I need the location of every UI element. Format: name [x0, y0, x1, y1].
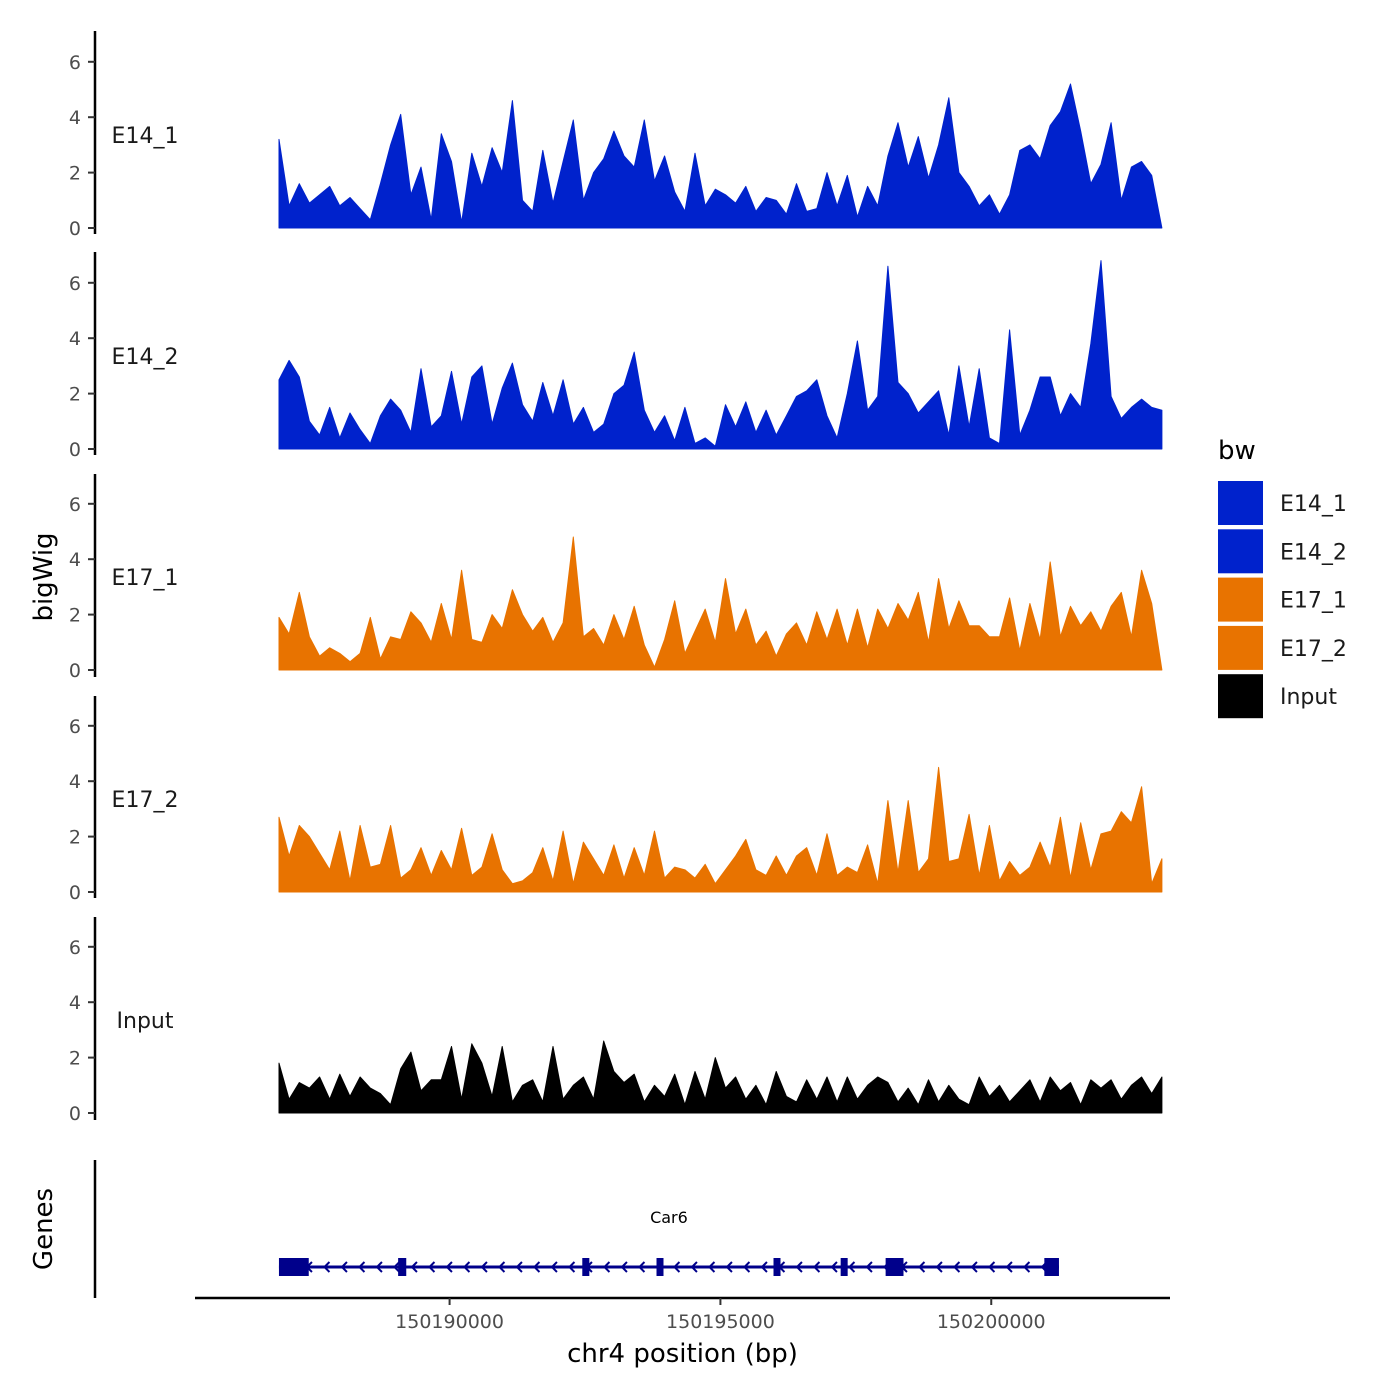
coverage-area-input — [278, 1040, 1163, 1114]
strand-arrow — [638, 1261, 646, 1273]
gene-name-label: Car6 — [650, 1208, 688, 1227]
strand-arrow — [568, 1261, 576, 1273]
y-tick-label: 0 — [69, 660, 81, 682]
strand-arrow — [620, 1261, 628, 1273]
strand-arrow — [410, 1261, 418, 1273]
strand-arrow — [935, 1261, 943, 1273]
y-tick-label: 2 — [69, 827, 81, 849]
strand-arrow — [480, 1261, 488, 1273]
track-label: E17_1 — [112, 566, 179, 591]
strand-arrow — [603, 1261, 611, 1273]
coverage-area-e14-1 — [278, 83, 1163, 229]
strand-arrow — [725, 1261, 733, 1273]
y-tick-label: 4 — [69, 107, 81, 129]
strand-arrow — [848, 1261, 856, 1273]
x-axis-title: chr4 position (bp) — [567, 1339, 798, 1369]
exon — [582, 1258, 590, 1276]
coverage-area-e14-2 — [278, 260, 1163, 450]
legend-title: bw — [1218, 436, 1256, 466]
y-tick-label: 0 — [69, 218, 81, 240]
y-tick-label: 2 — [69, 163, 81, 185]
exon — [398, 1258, 407, 1276]
coverage-area-e17-2 — [278, 766, 1163, 893]
legend-label-input: Input — [1280, 685, 1337, 710]
strand-arrow — [953, 1261, 961, 1273]
y-tick-label: 0 — [69, 882, 81, 904]
strand-arrow — [708, 1261, 716, 1273]
y-tick-label: 4 — [69, 328, 81, 350]
track-label: Input — [117, 1009, 174, 1034]
legend-swatch-e14-2 — [1218, 529, 1263, 574]
y-tick-label: 4 — [69, 549, 81, 571]
strand-arrow — [445, 1261, 453, 1273]
exon — [840, 1258, 848, 1276]
strand-arrow — [865, 1261, 873, 1273]
strand-arrow — [323, 1261, 331, 1273]
strand-arrow — [515, 1261, 523, 1273]
y-tick-label: 0 — [69, 1103, 81, 1125]
y-tick-label: 2 — [69, 1048, 81, 1070]
strand-arrow — [358, 1261, 366, 1273]
track-label: E14_2 — [112, 345, 179, 370]
x-tick-label: 150195000 — [666, 1311, 775, 1333]
strand-arrow — [1005, 1261, 1013, 1273]
strand-arrow — [498, 1261, 506, 1273]
legend-label-e17-2: E17_2 — [1280, 637, 1347, 662]
x-tick-label: 150190000 — [395, 1311, 504, 1333]
y-tick-label: 6 — [69, 52, 81, 74]
y-tick-label: 6 — [69, 937, 81, 959]
exon — [773, 1258, 781, 1276]
strand-arrow — [533, 1261, 541, 1273]
legend-label-e17-1: E17_1 — [1280, 589, 1347, 614]
strand-arrow — [550, 1261, 558, 1273]
y-tick-label: 6 — [69, 716, 81, 738]
y-tick-label: 2 — [69, 384, 81, 406]
legend-label-e14-1: E14_1 — [1280, 492, 1347, 517]
strand-arrow — [918, 1261, 926, 1273]
exon — [885, 1258, 904, 1276]
y-tick-label: 4 — [69, 771, 81, 793]
x-tick-label: 150200000 — [937, 1311, 1046, 1333]
strand-arrow — [673, 1261, 681, 1273]
exon — [656, 1258, 664, 1276]
strand-arrow — [988, 1261, 996, 1273]
track-label: E17_2 — [112, 788, 179, 813]
strand-arrow — [760, 1261, 768, 1273]
legend-label-e14-2: E14_2 — [1280, 540, 1347, 565]
strand-arrow — [690, 1261, 698, 1273]
y-tick-label: 4 — [69, 992, 81, 1014]
strand-arrow — [340, 1261, 348, 1273]
strand-arrow — [375, 1261, 383, 1273]
y-tick-label: 6 — [69, 494, 81, 516]
y-tick-label: 0 — [69, 439, 81, 461]
track-label: E14_1 — [112, 124, 179, 149]
strand-arrow — [463, 1261, 471, 1273]
strand-arrow — [813, 1261, 821, 1273]
legend-swatch-e17-2 — [1218, 625, 1263, 670]
y-tick-label: 2 — [69, 605, 81, 627]
strand-arrow — [393, 1261, 401, 1273]
strand-arrow — [428, 1261, 436, 1273]
strand-arrow — [743, 1261, 751, 1273]
genes-axis-title: Genes — [29, 1188, 59, 1270]
exon — [1044, 1258, 1059, 1276]
exon — [278, 1258, 309, 1276]
strand-arrow — [1023, 1261, 1031, 1273]
strand-arrow — [970, 1261, 978, 1273]
legend-swatch-e17-1 — [1218, 577, 1263, 622]
legend-swatch-input — [1218, 674, 1263, 719]
y-axis-title: bigWig — [29, 532, 59, 621]
legend-swatch-e14-1 — [1218, 481, 1263, 525]
y-tick-label: 6 — [69, 273, 81, 295]
strand-arrow — [830, 1261, 838, 1273]
coverage-area-e17-1 — [278, 536, 1163, 671]
strand-arrow — [795, 1261, 803, 1273]
